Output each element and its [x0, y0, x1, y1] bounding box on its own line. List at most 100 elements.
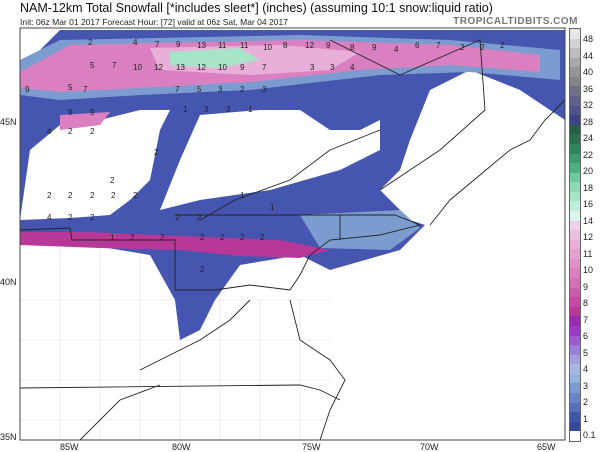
snow-amount-label: 5: [68, 83, 73, 92]
snow-amount-label: 7: [436, 41, 441, 50]
snow-amount-label: 2: [200, 233, 205, 242]
snow-amount-label: 3: [204, 105, 209, 114]
snow-amount-label: 7: [175, 85, 180, 94]
colorbar-segment: [570, 76, 580, 87]
snow-amount-label: 2: [500, 41, 505, 50]
snow-amount-label: 3: [262, 85, 267, 94]
snow-amount-label: 9: [176, 40, 181, 49]
colorbar-segment: [570, 57, 580, 68]
colorbar-segment: [570, 364, 580, 374]
colorbar-label: 14: [583, 215, 594, 226]
colorbar-segment: [570, 182, 580, 192]
snow-amount-label: 6: [415, 41, 420, 50]
snow-amount-label: 2: [220, 233, 225, 242]
colorbar-label: 3: [583, 380, 589, 391]
snow-amount-label: 3: [218, 85, 223, 94]
snowfall-shading: [20, 30, 565, 340]
colorbar-segment: [570, 124, 580, 135]
colorbar-label: 12: [583, 232, 594, 242]
colorbar-label: 24: [583, 133, 594, 143]
colorbar-segment: [570, 383, 580, 393]
snow-amount-label: 2: [175, 213, 180, 222]
colorbar-label: 7: [583, 314, 589, 325]
snow-amount-label: 7: [155, 40, 160, 49]
snow-amount-label: 3: [226, 105, 231, 114]
colorbar-segment: [570, 201, 580, 211]
colorbar-label: 10: [583, 265, 594, 275]
snow-amount-label: 2: [90, 213, 95, 222]
lon-label: 70W: [420, 442, 439, 452]
lon-label: 75W: [302, 442, 321, 452]
snow-amount-label: 11: [240, 41, 249, 50]
colorbar-segment: [570, 67, 580, 77]
snow-amount-label: 2: [200, 265, 205, 274]
snow-amount-label: 4: [394, 45, 399, 54]
colorbar-segment: [570, 38, 580, 49]
snow-amount-label: 1: [248, 105, 253, 114]
colorbar-segment: [570, 230, 580, 240]
colorbar-label: 44: [583, 50, 594, 61]
colorbar-segment: [570, 335, 580, 346]
snow-amount-label: 2: [160, 233, 165, 242]
snow-amount-label: 9: [326, 41, 331, 50]
colorbar-label: 28: [583, 116, 594, 127]
snow-amount-label: 2: [460, 43, 465, 52]
snow-amount-label: 1: [240, 191, 245, 200]
colorbar-segment: [570, 191, 580, 202]
colorbar-segment: [570, 412, 580, 422]
snow-amount-label: 2: [480, 43, 485, 52]
snow-amount-label: 3: [330, 63, 335, 72]
colorbar-segment: [570, 421, 580, 432]
snow-amount-label: 7: [262, 63, 267, 72]
snow-amount-label: 2: [90, 127, 95, 136]
snow-amount-label: 9: [240, 63, 245, 72]
snow-amount-label: 7: [83, 85, 88, 94]
colorbar-segment: [570, 297, 580, 307]
colorbar-segment: [570, 278, 580, 288]
snow-amount-label: 2: [68, 213, 73, 222]
snow-amount-label: 1: [270, 203, 275, 212]
snow-amount-label: 4: [47, 127, 52, 136]
colorbar-label: 1: [583, 413, 589, 424]
map-frame: [19, 27, 566, 441]
snow-amount-label: 1: [110, 233, 115, 242]
snow-amount-label: 5: [197, 85, 202, 94]
brand-watermark: TROPICALTIDBITS.COM: [453, 16, 578, 27]
snow-amount-label: 2: [68, 191, 73, 200]
lon-label: 85W: [60, 442, 79, 452]
snow-amount-label: 9: [25, 85, 30, 94]
colorbar: [569, 28, 581, 442]
lat-label: 45N: [0, 117, 17, 127]
colorbar-segment: [570, 210, 580, 221]
colorbar-segment: [570, 392, 580, 403]
colorbar-segment: [570, 172, 580, 183]
snow-amount-label: 5: [90, 61, 95, 70]
boundaries: [20, 39, 565, 440]
snow-amount-label: 9: [372, 43, 377, 52]
colorbar-segment: [570, 345, 580, 355]
colorbar-segment: [570, 249, 580, 259]
colorbar-segment: [570, 143, 580, 154]
snow-amount-label: 2: [240, 85, 245, 94]
snow-amount-label: 8: [283, 41, 288, 50]
colorbar-segment: [570, 163, 580, 173]
snow-amount-label: 1: [183, 105, 188, 114]
colorbar-segment: [570, 268, 580, 279]
snow-amount-label: 12: [197, 63, 206, 72]
colorbar-label: 5: [583, 347, 589, 358]
snow-amount-label: 10: [133, 63, 142, 72]
snow-amount-label: 2: [90, 191, 95, 200]
colorbar-label: 16: [583, 199, 594, 209]
colorbar-label: 48: [583, 34, 594, 44]
snow-amount-label: 7: [112, 61, 117, 70]
snow-amount-label: 12: [154, 63, 163, 72]
colorbar-label: 0.1: [583, 430, 596, 440]
lat-label: 40N: [0, 277, 17, 287]
colorbar-label: 11: [583, 248, 593, 259]
colorbar-segment: [570, 29, 580, 39]
colorbar-segment: [570, 287, 580, 298]
snow-amount-label: 2: [130, 233, 135, 242]
map-title: NAM-12km Total Snowfall [*includes sleet…: [20, 1, 493, 15]
colorbar-segment: [570, 325, 580, 336]
